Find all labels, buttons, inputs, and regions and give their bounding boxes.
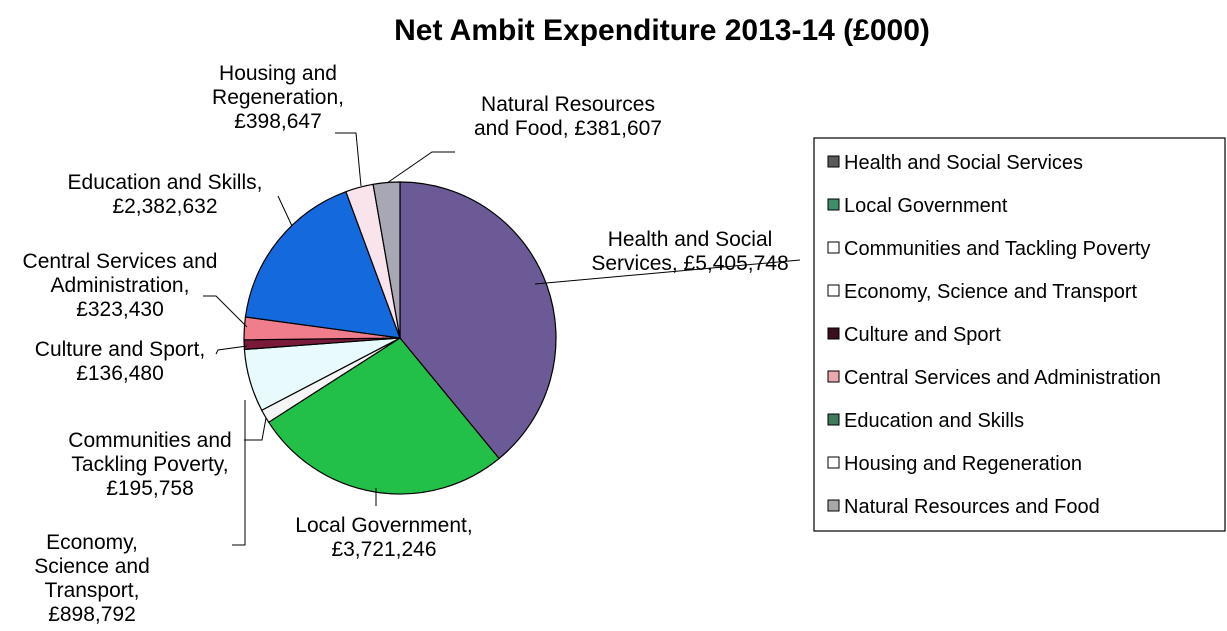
leader-line-central-services-and-administration (203, 295, 248, 328)
slice-label-housing-and-regeneration: Housing and Regeneration, £398,647 (212, 62, 344, 133)
leader-line-natural-resources-and-food (386, 151, 455, 184)
legend-swatch-culture-and-sport (827, 327, 840, 340)
chart-title: Net Ambit Expenditure 2013-14 (£000) (394, 14, 930, 47)
slice-labels: Health and Social Services, £5,405,748 Loc… (23, 62, 789, 626)
legend-item-health-and-social-services: Health and Social Services (844, 152, 1083, 174)
legend-swatch-education-and-skills (827, 413, 840, 426)
pie-slices (243, 181, 557, 495)
slice-label-natural-resources-and-food: Natural Resources and Food, £381,607 (474, 93, 662, 140)
slice-label-health-and-social-services: Health and Social Services, £5,405,748 (591, 228, 788, 275)
legend-swatch-central-services-and-administration (827, 370, 840, 383)
slice-label-economy-science-and-transport: Economy, Science and Transport, £898,792 (34, 531, 150, 626)
leader-lines (203, 132, 801, 546)
slice-label-central-services-and-administration: Central Services and Administration, £323,… (23, 250, 218, 321)
legend-box (813, 137, 1226, 532)
legend-item-natural-resources-and-food: Natural Resources and Food (844, 496, 1100, 518)
legend-item-education-and-skills: Education and Skills (844, 410, 1024, 432)
leader-line-health-and-social-services (534, 259, 801, 285)
pie-slice-education-and-skills (244, 190, 401, 339)
legend-item-local-government: Local Government (844, 195, 1008, 217)
legend-swatch-economy-science-and-transport (827, 284, 840, 297)
leader-line-culture-and-sport (215, 345, 248, 355)
pie-slice-health-and-social-services (399, 181, 557, 460)
slice-label-education-and-skills: Education and Skills, £2,382,632 (68, 171, 263, 218)
legend-item-culture-and-sport: Culture and Sport (844, 324, 1001, 346)
legend-swatch-health-and-social-services (827, 155, 840, 168)
leader-line-communities-and-tackling-poverty (244, 417, 267, 441)
legend-swatch-communities-and-tackling-poverty (827, 241, 840, 254)
slice-label-culture-and-sport: Culture and Sport, £136,480 (35, 338, 205, 385)
leader-line-economy-science-and-transport (232, 400, 246, 546)
legend-item-communities-and-tackling-poverty: Communities and Tackling Poverty (844, 238, 1150, 260)
slice-label-communities-and-tackling-poverty: Communities and Tackling Poverty, £195,758 (68, 429, 231, 500)
slice-label-local-government: Local Government, £3,721,246 (295, 514, 472, 561)
legend-item-central-services-and-administration: Central Services and Administration (844, 367, 1161, 389)
legend: Health and Social Services Local Governme… (813, 137, 1226, 532)
legend-swatch-natural-resources-and-food (827, 499, 840, 512)
leader-line-education-and-skills (277, 195, 293, 227)
legend-swatch-housing-and-regeneration (827, 456, 840, 469)
leader-line-housing-and-regeneration (335, 132, 362, 187)
pie-slice-natural-resources-and-food (372, 181, 401, 339)
legend-item-economy-science-and-transport: Economy, Science and Transport (844, 281, 1138, 303)
legend-swatch-local-government (827, 198, 840, 211)
legend-item-housing-and-regeneration: Housing and Regeneration (844, 453, 1082, 475)
